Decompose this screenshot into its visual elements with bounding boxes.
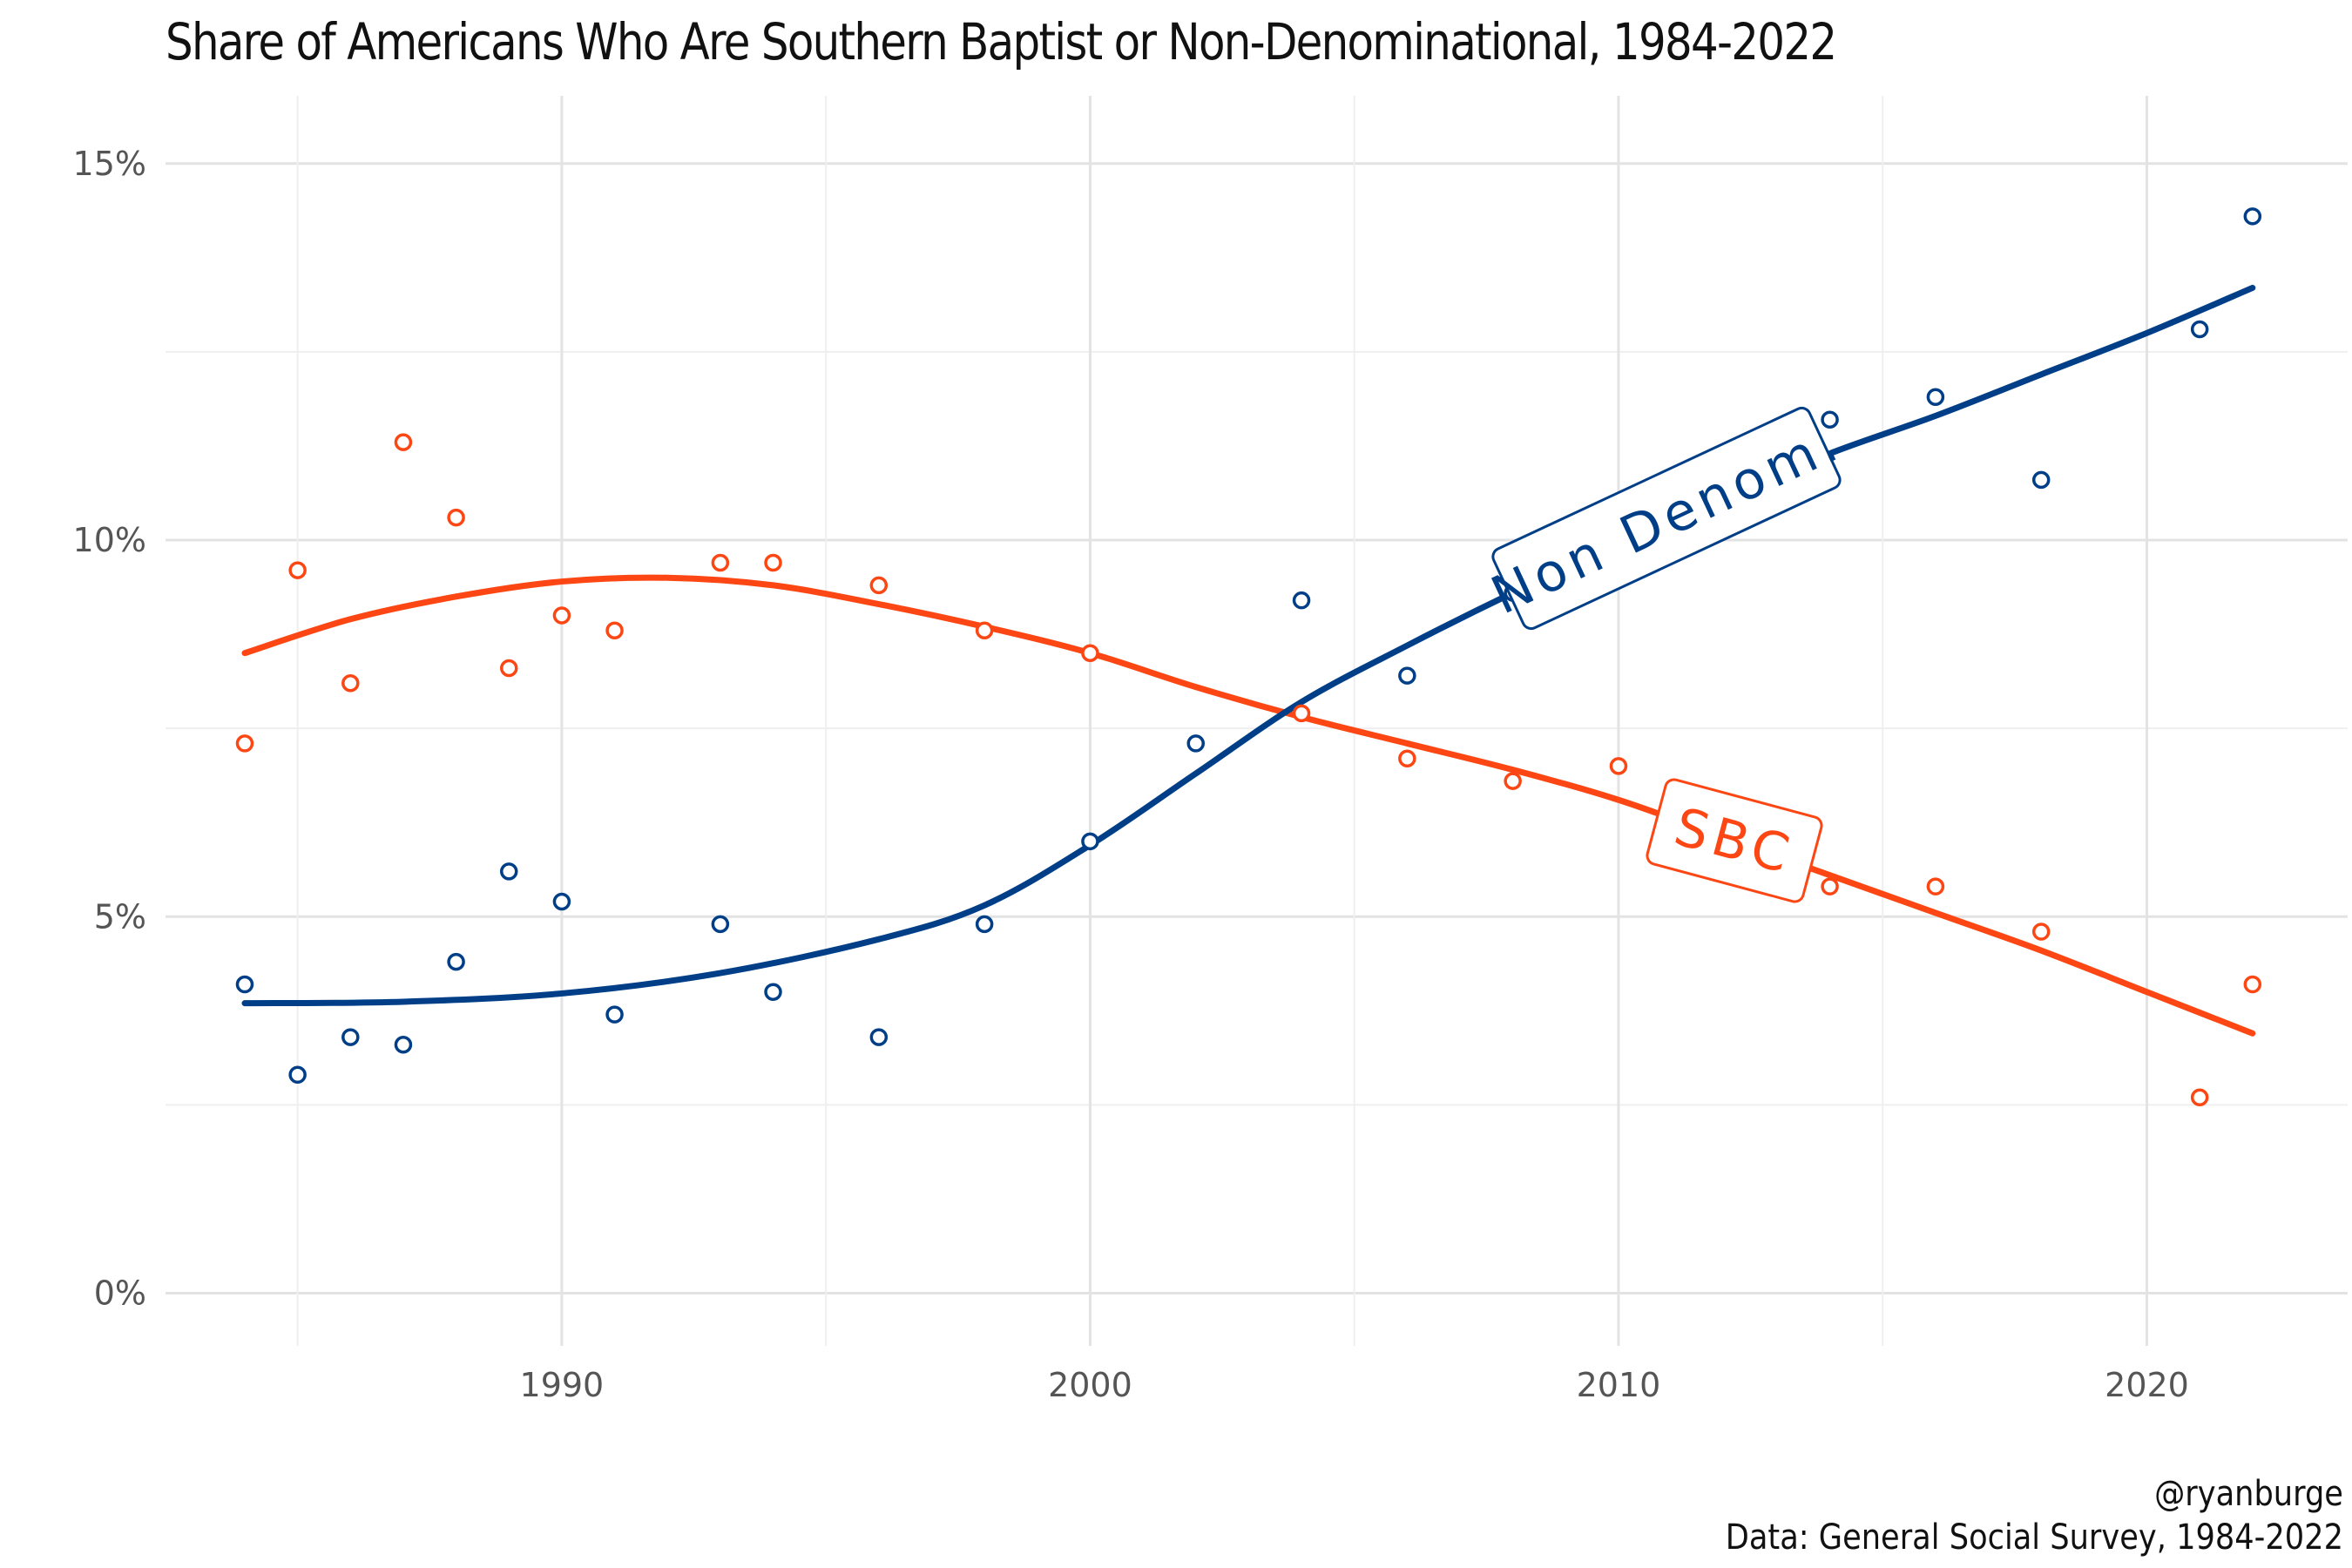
point-sbc [869, 576, 889, 595]
point-non-denom [605, 1005, 624, 1024]
caption-source: Data: General Social Survey, 1984-2022 [1725, 1517, 2343, 1558]
point-non-denom [288, 1065, 307, 1085]
chart-title: Share of Americans Who Are Southern Bapt… [166, 12, 1837, 71]
point-non-denom [975, 915, 994, 934]
point-non-denom [447, 952, 465, 971]
caption: @ryanburge Data: General Social Survey, … [1726, 1472, 2343, 1559]
point-non-denom [1926, 388, 1945, 407]
point-non-denom [1292, 591, 1311, 610]
point-sbc [975, 621, 994, 640]
point-non-denom [2243, 207, 2262, 226]
y-tick-label: 5% [94, 897, 146, 936]
y-tick-label: 0% [94, 1274, 146, 1312]
x-tick-label: 2020 [2105, 1366, 2189, 1404]
point-sbc [499, 659, 518, 678]
trend-lines [241, 284, 2256, 1037]
point-non-denom [1186, 734, 1205, 753]
point-sbc [235, 734, 254, 753]
point-sbc [1609, 757, 1628, 775]
point-sbc [552, 606, 571, 625]
series-labels: Non Denom. SBC [1483, 406, 1851, 903]
point-non-denom [764, 983, 782, 1001]
point-sbc [447, 508, 465, 527]
point-non-denom [341, 1028, 360, 1046]
grid-lines [166, 96, 2348, 1346]
point-non-denom [552, 892, 571, 911]
point-non-denom [499, 862, 518, 881]
x-tick-label: 2000 [1048, 1366, 1132, 1404]
label-sbc-box [1646, 778, 1823, 903]
x-tick-label: 2010 [1577, 1366, 1661, 1404]
point-sbc [1081, 644, 1099, 662]
point-non-denom [1398, 666, 1416, 685]
point-sbc [2190, 1088, 2209, 1106]
point-non-denom [1081, 832, 1099, 851]
point-sbc [1821, 877, 1839, 896]
point-sbc [1504, 772, 1522, 790]
point-sbc [288, 561, 307, 579]
label-non-denom-box [1491, 406, 1842, 631]
axis-tick-labels: 0% 5% 10% 15% 1990 2000 2010 2020 [73, 145, 2189, 1404]
point-sbc [711, 553, 730, 572]
point-non-denom [394, 1035, 413, 1054]
point-sbc [764, 553, 782, 572]
point-non-denom [1821, 410, 1839, 429]
point-non-denom [2031, 470, 2051, 490]
y-tick-label: 10% [73, 521, 146, 559]
point-non-denom [2190, 320, 2209, 339]
trend-line-sbc [241, 574, 2256, 1037]
x-tick-label: 1990 [520, 1366, 605, 1404]
label-non-denom-text: Non Denom. [1483, 411, 1851, 626]
point-sbc [605, 621, 624, 640]
data-points [235, 207, 2262, 1106]
y-tick-label: 15% [73, 145, 146, 183]
point-sbc [2031, 923, 2051, 941]
point-sbc [394, 433, 413, 451]
point-non-denom [235, 975, 254, 994]
caption-handle: @ryanburge [2154, 1474, 2343, 1514]
point-sbc [341, 674, 360, 693]
point-non-denom [869, 1028, 889, 1046]
point-sbc [1398, 749, 1416, 767]
point-sbc [1292, 704, 1311, 723]
point-sbc [2243, 975, 2262, 994]
label-non-denom: Non Denom. [1483, 406, 1851, 631]
trend-line-non-denom [241, 284, 2256, 1007]
label-sbc: SBC [1646, 778, 1823, 903]
point-sbc [1926, 877, 1945, 896]
point-non-denom [711, 915, 730, 934]
